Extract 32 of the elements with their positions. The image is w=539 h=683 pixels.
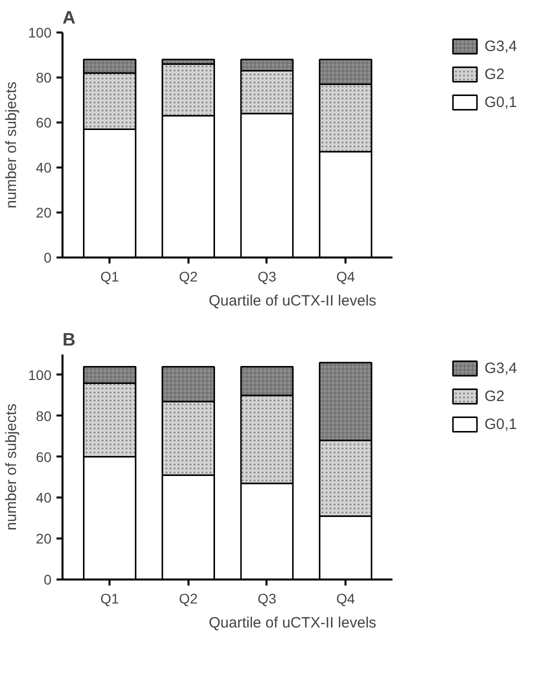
y-tick-label: 60 xyxy=(36,448,52,465)
y-tick-label: 0 xyxy=(44,572,52,588)
chart-title: B xyxy=(62,330,76,350)
y-tick-label: 100 xyxy=(28,24,52,40)
legend-label: G3,4 xyxy=(484,360,517,376)
y-tick-label: 80 xyxy=(36,70,52,86)
x-tick-label: Q3 xyxy=(258,268,276,284)
y-axis-title: number of subjects xyxy=(3,82,20,208)
x-tick-label: Q1 xyxy=(100,590,120,606)
y-tick-label: 20 xyxy=(36,530,52,547)
x-tick-label: Q2 xyxy=(178,268,198,284)
x-axis-title: Quartile of uCTX-II levels xyxy=(208,292,376,310)
legend-label: G3,4 xyxy=(484,38,517,54)
y-tick-label: 60 xyxy=(36,114,52,130)
y-tick-label: 100 xyxy=(28,366,52,383)
y-tick-label: 40 xyxy=(36,160,52,176)
x-tick-label: Q4 xyxy=(336,268,356,284)
chart-title: A xyxy=(62,8,76,28)
x-axis-title: Quartile of uCTX-II levels xyxy=(208,614,376,632)
legend-label: G0,1 xyxy=(484,416,517,432)
x-tick-label: Q1 xyxy=(100,268,120,284)
legend-label: G0,1 xyxy=(484,94,517,110)
x-tick-label: Q3 xyxy=(258,590,276,606)
legend-label: G2 xyxy=(484,388,504,404)
legend-label: G2 xyxy=(484,66,504,82)
x-tick-label: Q4 xyxy=(336,590,356,606)
x-tick-label: Q2 xyxy=(178,590,198,606)
y-tick-label: 0 xyxy=(44,250,52,266)
y-tick-label: 80 xyxy=(36,408,52,424)
y-tick-label: 40 xyxy=(36,490,52,506)
y-tick-label: 20 xyxy=(36,204,52,220)
y-axis-title: number of subjects xyxy=(3,404,20,530)
